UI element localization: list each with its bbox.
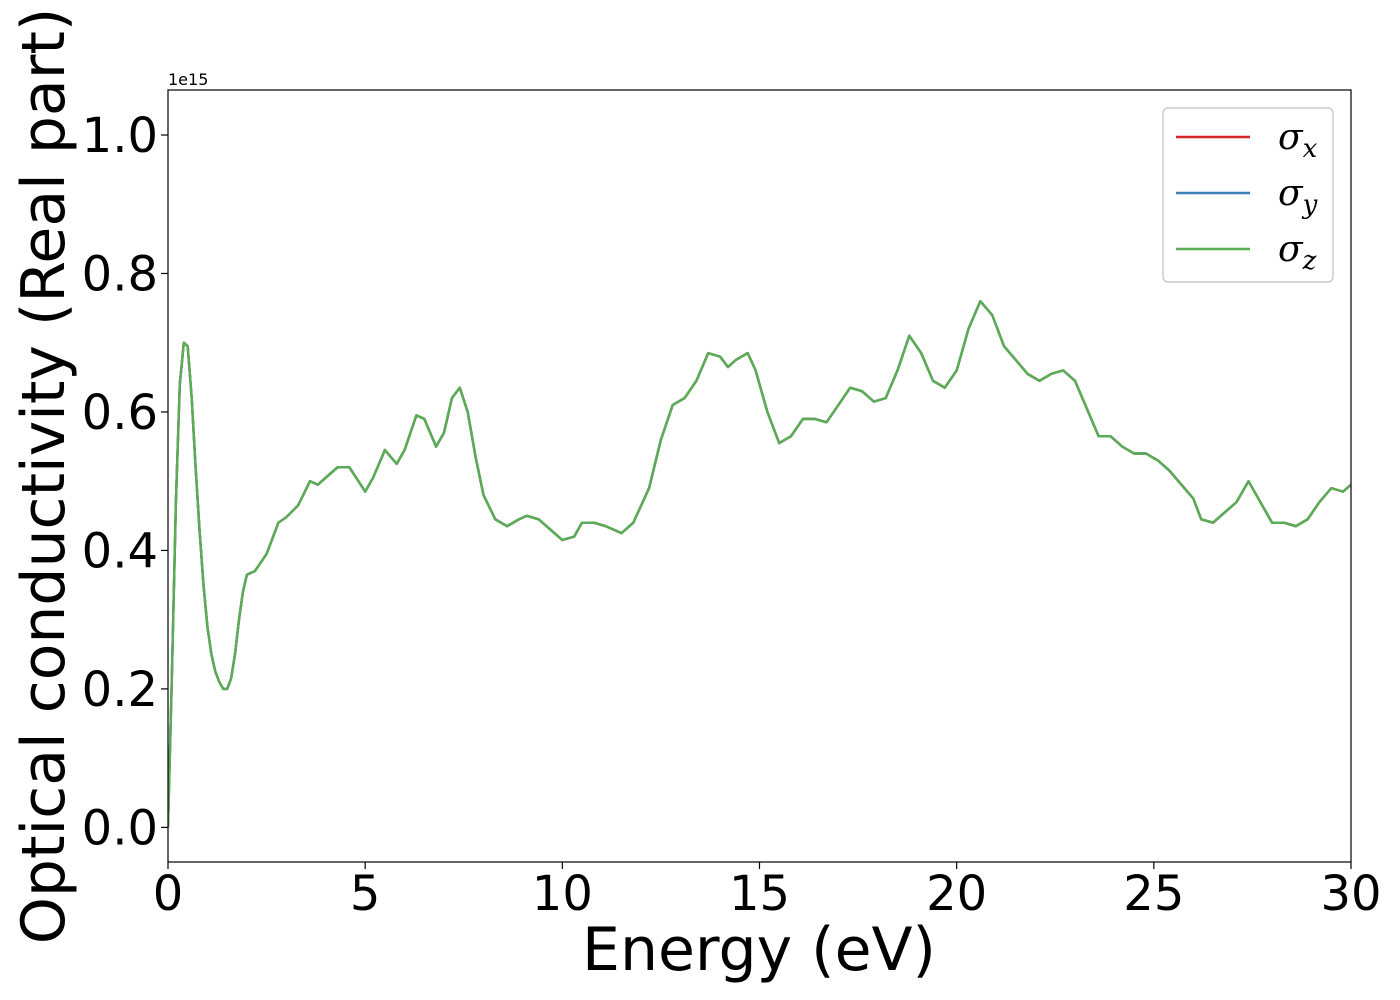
x-axis-ticks: 0 5 10 15 20 25 30 <box>153 862 1382 922</box>
x-tick-label: 20 <box>926 866 987 922</box>
y-tick-label: 0.8 <box>82 246 158 302</box>
plot-area <box>167 89 1352 863</box>
x-tick-label: 30 <box>1320 866 1381 922</box>
legend-frame <box>1162 107 1334 283</box>
x-tick-label: 10 <box>532 866 593 922</box>
series-layer <box>168 300 1351 828</box>
x-tick-label: 5 <box>350 866 381 922</box>
y-tick-label: 1.0 <box>82 108 158 164</box>
y-tick-label: 0.6 <box>82 385 158 441</box>
y-tick-label: 0.2 <box>82 662 158 718</box>
y-tick-label: 0.4 <box>82 523 158 579</box>
series-line-sigma-z <box>168 300 1351 828</box>
y-axis-label: Optical conductivity (Real part) <box>9 8 79 945</box>
x-tick-label: 0 <box>153 866 184 922</box>
x-tick-label: 15 <box>729 866 790 922</box>
y-tick-label: 0.0 <box>82 800 158 856</box>
y-offset-label: 1e15 <box>168 70 208 89</box>
y-axis-ticks: 0.0 0.2 0.4 0.6 0.8 1.0 <box>82 108 168 856</box>
x-axis-label: Energy (eV) <box>582 915 936 985</box>
x-tick-label: 25 <box>1123 866 1184 922</box>
